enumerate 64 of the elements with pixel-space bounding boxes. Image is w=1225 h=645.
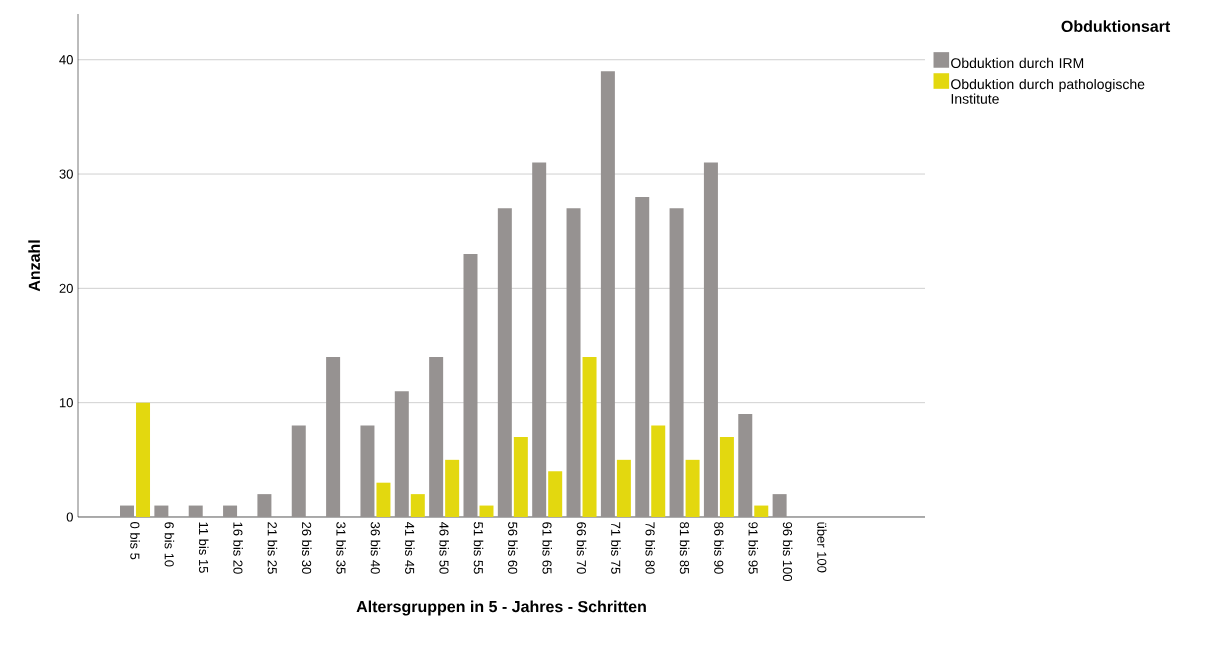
y-tick-label: 10 [59, 398, 73, 408]
legend-title: Obduktionsart [1061, 20, 1171, 33]
x-tick-label: 36 bis 40 [370, 522, 381, 574]
y-axis-title: Anzahl [28, 240, 41, 292]
x-tick-label: 16 bis 20 [233, 522, 243, 574]
y-tick-label: 40 [59, 55, 73, 65]
x-tick-label: 6 bis 10 [164, 522, 175, 567]
y-tick-label: 20 [59, 283, 73, 293]
x-tick-label: 91 bis 95 [748, 522, 759, 574]
bar [136, 402, 151, 517]
x-tick-label: 41 bis 45 [405, 521, 415, 574]
bar [376, 482, 391, 517]
bar [513, 436, 528, 517]
x-tick-label: 21 bis 25 [267, 522, 278, 574]
x-tick-label: 26 bis 30 [301, 522, 312, 574]
x-tick-label: 31 bis 35 [336, 522, 346, 574]
x-tick-label: 66 bis 70 [576, 522, 587, 574]
bar [548, 471, 563, 517]
bar [582, 356, 597, 517]
bar [532, 162, 547, 517]
bar [291, 425, 306, 517]
y-tick-label: 0 [66, 512, 73, 522]
bar [566, 208, 581, 517]
bar [754, 505, 769, 517]
bar [719, 436, 734, 517]
bar [772, 494, 787, 517]
x-tick-label: 71 bis 75 [611, 522, 621, 574]
x-tick-label: 86 bis 90 [714, 522, 724, 574]
bar [360, 425, 375, 517]
legend-label: Obduktion durch pathologische Institute [951, 78, 1145, 104]
x-tick-label: 11 bis 15 [198, 522, 209, 573]
x-tick-label: 61 bis 65 [542, 522, 552, 574]
bar [685, 459, 700, 517]
bar [120, 505, 135, 517]
bar [738, 414, 753, 517]
x-axis-title: Altersgruppen in 5 - Jahres - Schritten [356, 600, 646, 616]
x-tick-label: 46 bis 50 [439, 521, 449, 574]
x-tick-label: 76 bis 80 [645, 522, 656, 574]
bar [479, 505, 494, 517]
bar [223, 505, 238, 517]
bar [394, 391, 409, 517]
bar [651, 425, 666, 517]
x-tick-label: 81 bis 85 [679, 522, 690, 574]
bar [497, 208, 512, 517]
bar [669, 208, 684, 517]
bar [600, 71, 615, 517]
x-tick-label: 96 bis 100 [782, 522, 793, 582]
bar [188, 505, 203, 517]
bar [257, 494, 272, 517]
bar [326, 356, 341, 517]
bar [703, 162, 718, 517]
x-tick-label: 0 bis 5 [130, 522, 140, 560]
bar [616, 459, 631, 517]
x-tick-label: 56 bis 60 [508, 522, 518, 574]
bar [410, 494, 425, 517]
bar [463, 254, 478, 517]
bar [445, 459, 460, 517]
y-tick-label: 30 [59, 169, 73, 179]
x-tick-label: 51 bis 55 [473, 522, 484, 574]
bar [635, 196, 650, 517]
legend-label: Obduktion durch IRM [951, 57, 1084, 69]
bar [154, 505, 169, 517]
x-tick-label: über 100 [817, 522, 827, 573]
bar [429, 356, 444, 517]
